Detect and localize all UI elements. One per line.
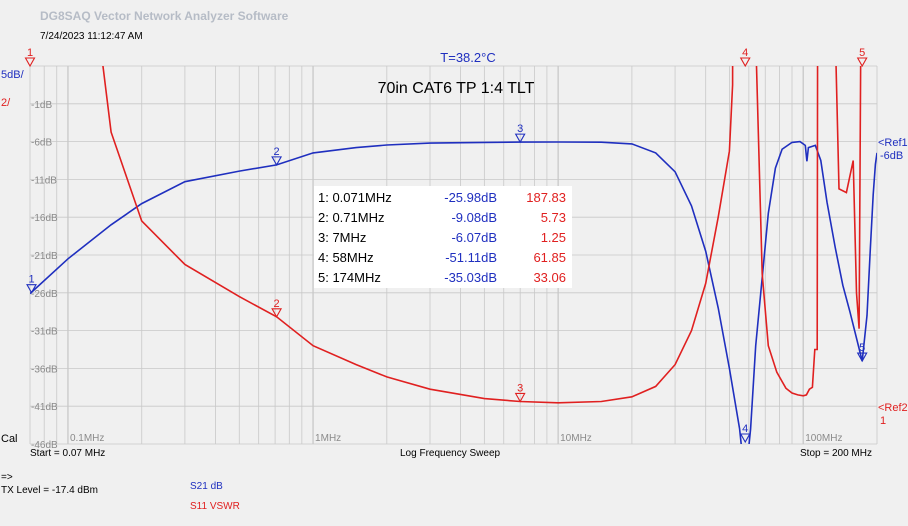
s21-marker-label: 5 [859,342,865,354]
top-marker-label: 1 [27,47,33,59]
top-marker-triangle [24,57,36,68]
cal-label: Cal [1,433,18,445]
x-tick-label: 10MHz [560,433,592,444]
y-scale2-label: 2/ [1,97,11,109]
s21-marker-label: 2 [274,146,280,158]
marker-readout-s21: -25.98dB [444,190,497,205]
temperature-label: T=38.2°C [440,50,495,65]
marker-readout-freq: 2: 0.71MHz [318,210,384,225]
chart-title: 70in CAT6 TP 1:4 TLT [378,80,535,97]
s11-marker-3 [514,392,526,403]
marker-readout-freq: 4: 58MHz [318,250,374,265]
x-axis-labels: 0.1MHz 1MHz 10MHz 100MHz [70,433,843,444]
s21-marker-1 [26,284,37,294]
app-title: DG8SAQ Vector Network Analyzer Software [40,9,289,23]
s11-marker-label: 2 [274,298,280,310]
y-tick-label: -36dB [31,364,58,375]
tx-level: TX Level = -17.4 dBm [1,485,98,496]
top-marker-triangle [856,57,868,68]
y-tick-label: -31dB [31,327,58,338]
legend-s11: S11 VSWR [190,501,240,512]
s21-marker-2 [271,156,283,167]
arrow-indicator: => [1,472,13,483]
marker-table-bg [314,186,572,288]
start-frequency: Start = 0.07 MHz [30,448,106,459]
x-tick-label: 100MHz [805,433,842,444]
top-marker-label: 4 [742,47,748,59]
sweep-mode: Log Frequency Sweep [400,448,501,459]
y-tick-label: -11dB [31,175,57,186]
y-tick-label: -21dB [31,251,58,262]
s21-trace [30,140,877,444]
s11-trace [102,66,862,404]
marker-readout-s11: 5.73 [541,210,566,225]
stop-frequency: Stop = 200 MHz [800,448,872,459]
ref1-value: -6dB [880,150,903,162]
y-tick-label: -41dB [31,402,58,413]
s11-marker-label: 3 [517,382,523,394]
y-tick-label: -1dB [31,100,52,111]
ref1-label: <Ref1 [878,137,908,149]
s11-markers: 23 [271,298,526,403]
ref2-label: <Ref2 [878,402,908,414]
y-scale-label: 5dB/ [1,69,25,81]
s21-marker-3 [514,133,526,144]
marker-readout-s21: -9.08dB [451,210,497,225]
marker-readout-freq: 1: 0.071MHz [318,190,392,205]
marker-readout-s21: -35.03dB [444,270,497,285]
top-marker-triangle [739,57,751,68]
marker-readout-s21: -6.07dB [451,230,497,245]
marker-readout-s11: 1.25 [541,230,566,245]
marker-readout-s21: -51.11dB [445,250,497,265]
marker-readout-s11: 187.83 [526,190,566,205]
marker-readout-s11: 61.85 [533,250,566,265]
top-marker-label: 5 [859,47,865,59]
marker-table: 1: 0.071MHz -25.98dB 187.83 2: 0.71MHz -9.08… [314,186,572,288]
y-tick-label: -16dB [31,213,58,224]
s11-marker-2 [271,308,283,318]
s21-marker-label: 3 [517,123,523,135]
ref2-value: 1 [880,415,886,427]
top-markers: 1 4 5 [24,47,868,68]
y-tick-label: -6dB [31,138,52,149]
y-tick-label: -46dB [31,440,58,451]
s21-marker-label: 1 [28,274,34,286]
marker-readout-freq: 3: 7MHz [318,230,366,245]
x-tick-label: 0.1MHz [70,433,104,444]
s21-marker-label: 4 [742,423,748,435]
y-axis-labels: -1dB -6dB -11dB -16dB -21dB -26dB -31dB -36dB -4… [31,100,58,451]
s21-marker-5 [856,352,868,363]
timestamp: 7/24/2023 11:12:47 AM [40,31,143,42]
s21-marker-4 [739,433,751,444]
legend-s21: S21 dB [190,481,223,492]
x-tick-label: 1MHz [315,433,341,444]
y-tick-label: -26dB [31,289,58,300]
marker-readout-freq: 5: 174MHz [318,270,381,285]
marker-readout-s11: 33.06 [533,270,566,285]
